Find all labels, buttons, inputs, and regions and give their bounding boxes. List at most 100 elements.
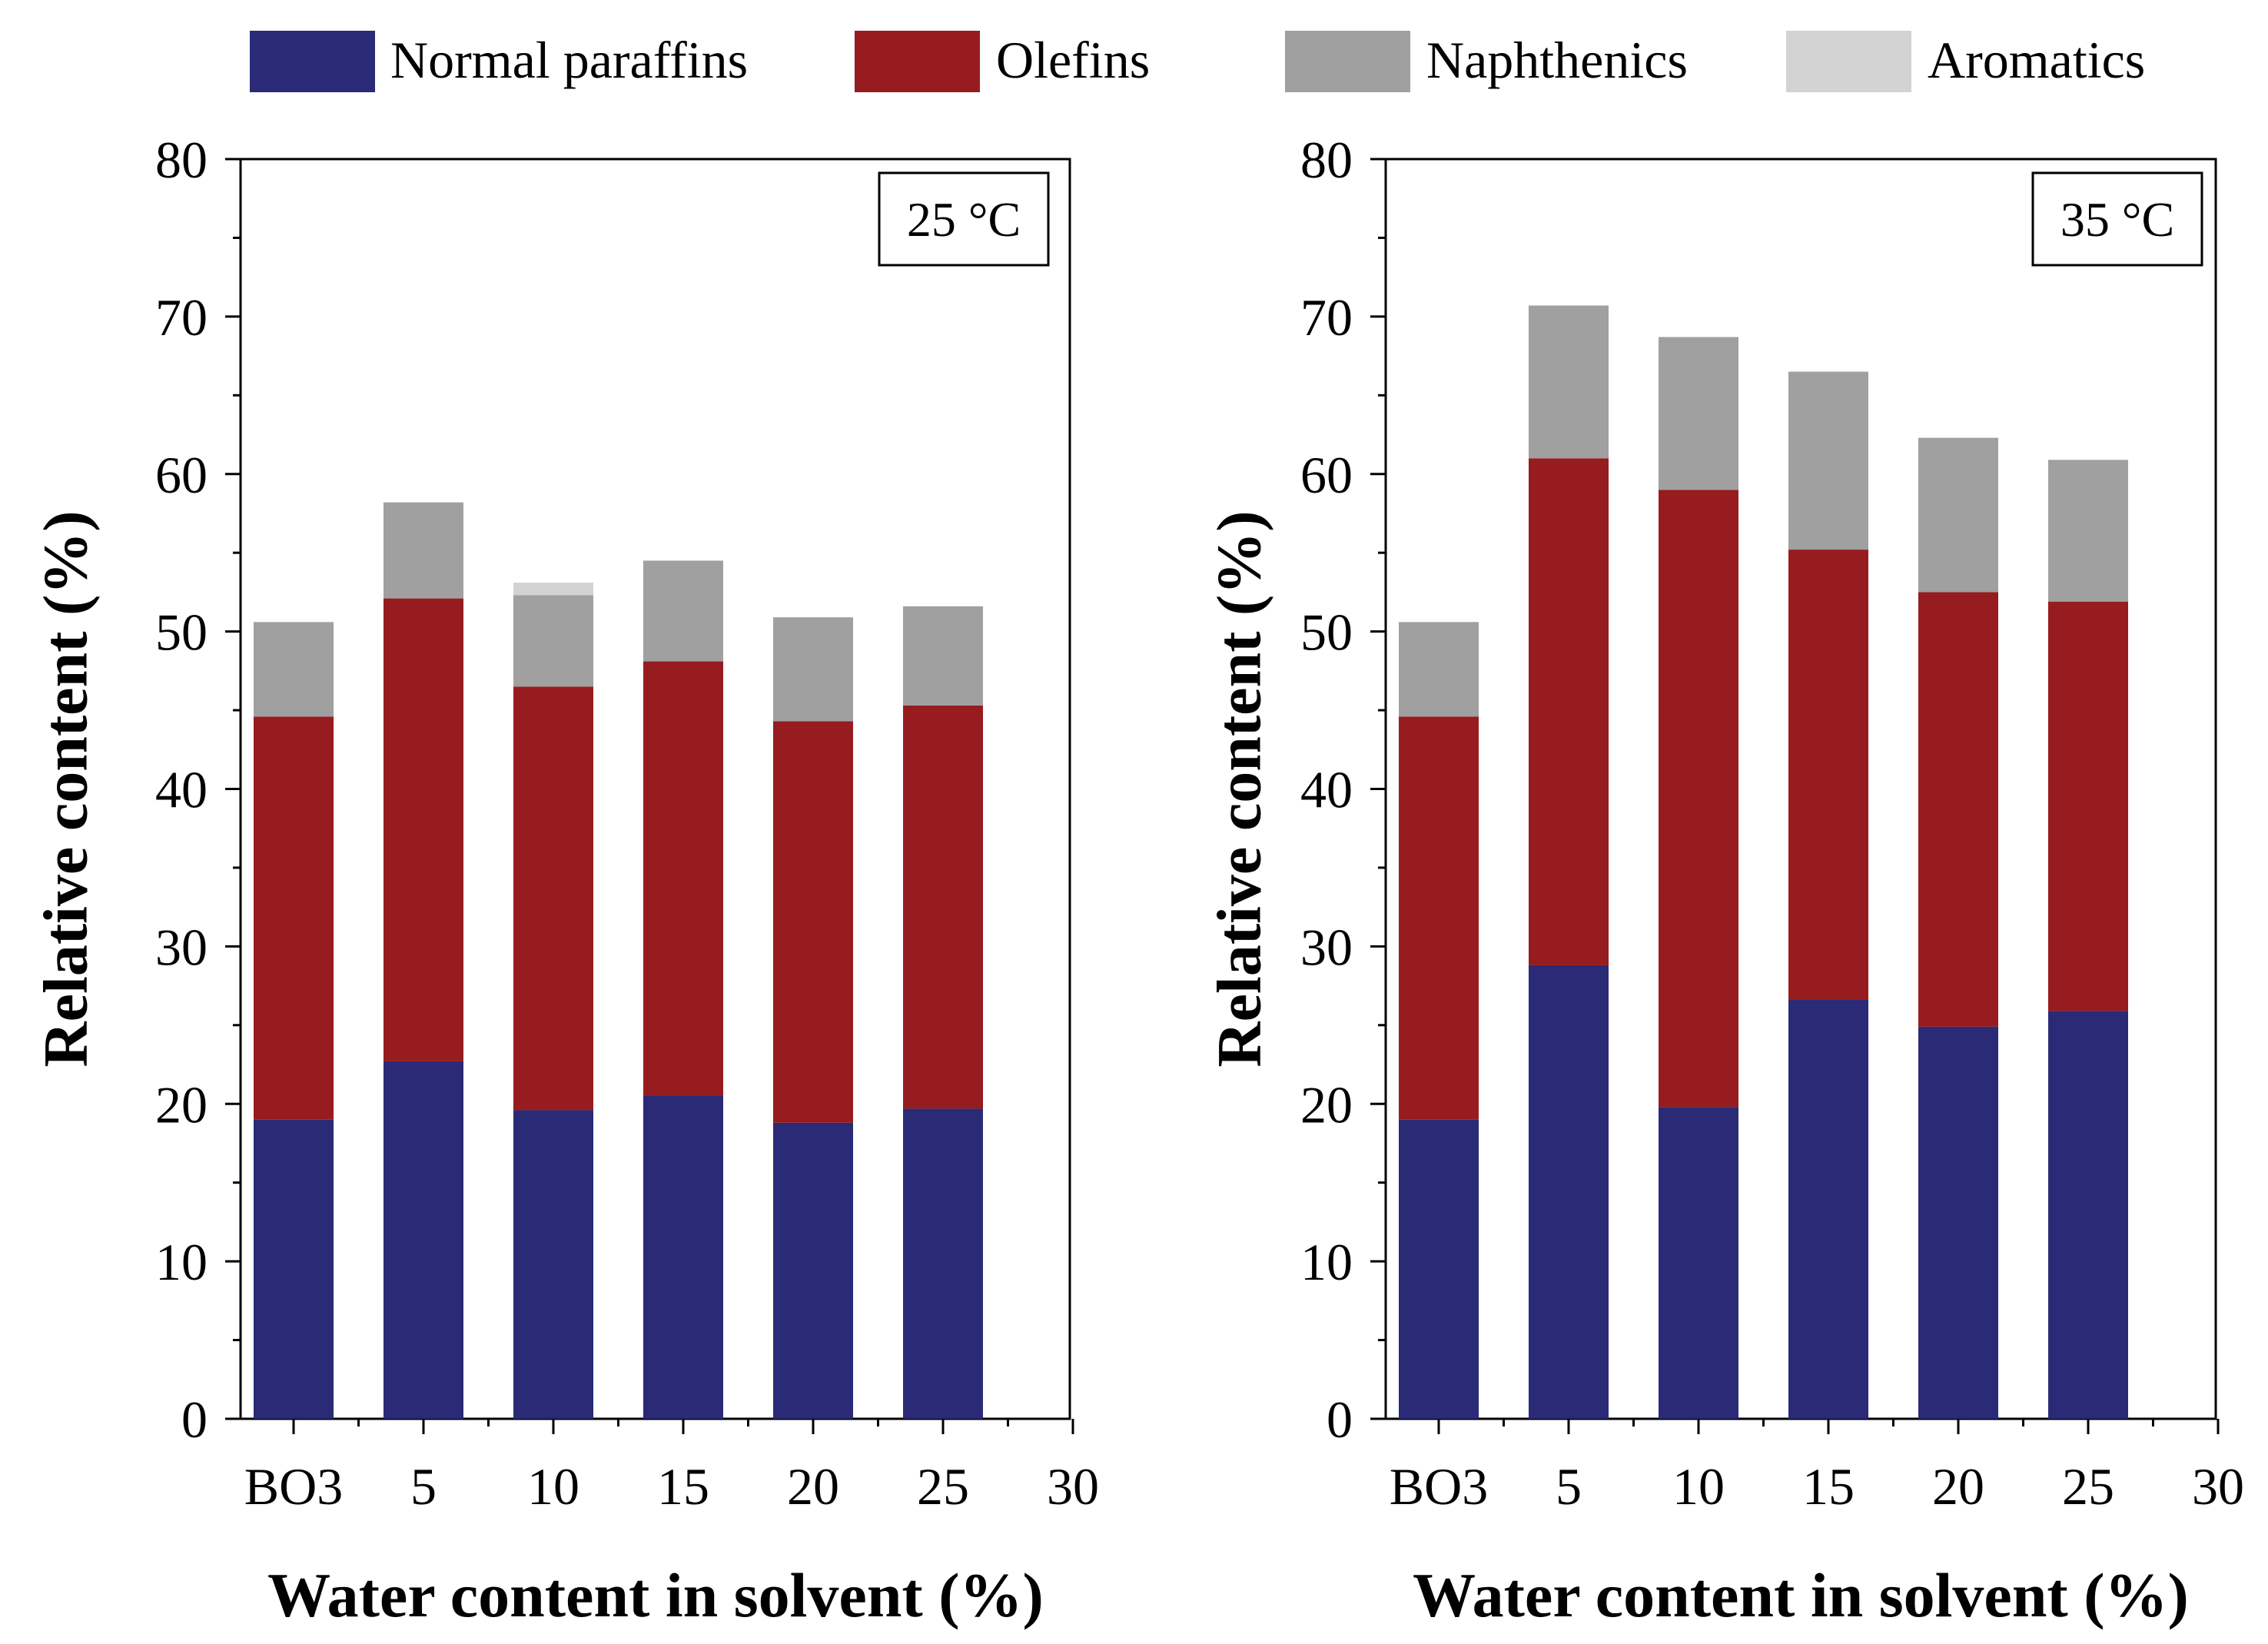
- bar-olefins-bo3: [254, 716, 334, 1120]
- x-tick-label: 10: [1672, 1457, 1725, 1516]
- bar-olefins-15: [643, 661, 723, 1097]
- bar-stack-10: [513, 583, 593, 1419]
- bar-normal-paraffins-5: [1529, 965, 1609, 1419]
- bar-naphthenics-5: [384, 502, 463, 599]
- bar-naphthenics-bo3: [1399, 622, 1479, 717]
- y-tick-label: 10: [155, 1233, 208, 1291]
- y-tick-label: 80: [1300, 131, 1353, 189]
- bar-naphthenics-20: [1918, 437, 1998, 593]
- bar-olefins-20: [1918, 592, 1998, 1027]
- x-tick-label: 15: [657, 1457, 709, 1516]
- x-tick-label: BO3: [1390, 1457, 1488, 1516]
- temperature-label-box: 35 °C: [2031, 171, 2203, 267]
- bar-olefins-10: [513, 686, 593, 1111]
- y-tick-label: 60: [1300, 446, 1353, 504]
- bar-naphthenics-10: [513, 595, 593, 687]
- legend-swatch-aromatics: [1786, 31, 1911, 92]
- y-tick-label: 0: [181, 1390, 208, 1449]
- legend-swatch-olefins: [855, 31, 980, 92]
- bar-stack-25: [903, 606, 983, 1419]
- legend-item-olefins: Olefins: [855, 31, 1150, 92]
- temperature-label-frame: [878, 171, 1050, 267]
- x-tick-label: 20: [787, 1457, 839, 1516]
- y-tick-label: 10: [1300, 1233, 1353, 1291]
- y-tick-label: 50: [1300, 603, 1353, 662]
- bar-stack-bo3: [1399, 622, 1479, 1419]
- bar-stack-20: [773, 617, 853, 1419]
- y-axis-title: Relative content (%): [31, 510, 101, 1067]
- bar-olefins-25: [903, 705, 983, 1109]
- y-tick-label: 70: [155, 288, 208, 347]
- legend: Normal paraffins Olefins Naphthenics Aromat…: [250, 31, 2145, 92]
- bar-normal-paraffins-15: [1788, 1000, 1868, 1419]
- bar-normal-paraffins-10: [513, 1110, 593, 1419]
- bar-normal-paraffins-10: [1659, 1107, 1738, 1419]
- y-tick-label: 50: [155, 603, 208, 662]
- y-tick-label: 20: [155, 1075, 208, 1134]
- bar-olefins-10: [1659, 490, 1738, 1108]
- bar-naphthenics-25: [2048, 460, 2128, 602]
- bar-naphthenics-15: [1788, 371, 1868, 550]
- x-tick-label: BO3: [244, 1457, 343, 1516]
- bar-naphthenics-20: [773, 617, 853, 722]
- x-tick-label: 15: [1802, 1457, 1855, 1516]
- x-tick-label: 20: [1932, 1457, 1984, 1516]
- x-tick-label: 5: [1556, 1457, 1582, 1516]
- bar-normal-paraffins-25: [903, 1108, 983, 1419]
- x-axis-title: Water content in solvent (%): [267, 1560, 1044, 1630]
- bar-stack-5: [384, 502, 463, 1419]
- bar-stack-5: [1529, 305, 1609, 1419]
- y-axis-title: Relative content (%): [1204, 510, 1274, 1067]
- y-tick-label: 20: [1300, 1075, 1353, 1134]
- x-axis-title: Water content in solvent (%): [1413, 1560, 2189, 1630]
- legend-item-aromatics: Aromatics: [1786, 31, 2145, 92]
- x-tick-label: 5: [410, 1457, 437, 1516]
- legend-label-naphthenics: Naphthenics: [1426, 31, 1688, 89]
- y-tick-label: 60: [155, 446, 208, 504]
- y-tick-label: 30: [155, 918, 208, 976]
- bar-normal-paraffins-20: [1918, 1026, 1998, 1419]
- bar-olefins-25: [2048, 601, 2128, 1011]
- x-tick-label: 25: [917, 1457, 969, 1516]
- x-tick-label: 30: [1047, 1457, 1099, 1516]
- bar-aromatics-10: [513, 583, 593, 596]
- y-tick-label: 40: [1300, 761, 1353, 819]
- legend-swatch-naphthenics: [1285, 31, 1410, 92]
- y-tick-label: 30: [1300, 918, 1353, 976]
- legend-item-naphthenics: Naphthenics: [1285, 31, 1688, 92]
- bar-normal-paraffins-25: [2048, 1011, 2128, 1419]
- bar-naphthenics-5: [1529, 305, 1609, 459]
- bar-naphthenics-25: [903, 606, 983, 706]
- bar-naphthenics-10: [1659, 337, 1738, 490]
- bar-normal-paraffins-15: [643, 1096, 723, 1419]
- legend-label-olefins: Olefins: [996, 31, 1150, 89]
- bar-stack-20: [1918, 437, 1998, 1419]
- temperature-label-box: 25 °C: [878, 171, 1050, 267]
- x-tick-label: 25: [2062, 1457, 2114, 1516]
- bar-naphthenics-15: [643, 560, 723, 662]
- x-tick-label: 10: [527, 1457, 579, 1516]
- bar-olefins-bo3: [1399, 716, 1479, 1120]
- temperature-label: 35 °C: [2060, 192, 2174, 247]
- bar-olefins-15: [1788, 550, 1868, 1001]
- bar-stack-bo3: [254, 622, 334, 1419]
- bar-normal-paraffins-20: [773, 1122, 853, 1419]
- bar-stack-25: [2048, 460, 2128, 1419]
- legend-label-aromatics: Aromatics: [1928, 31, 2145, 89]
- y-tick-label: 40: [155, 761, 208, 819]
- legend-item-normal-paraffins: Normal paraffins: [250, 31, 748, 92]
- legend-label-normal-paraffins: Normal paraffins: [390, 31, 748, 89]
- y-tick-label: 0: [1327, 1390, 1353, 1449]
- x-tick-label: 30: [2192, 1457, 2244, 1516]
- bar-olefins-20: [773, 721, 853, 1123]
- bar-normal-paraffins-bo3: [1399, 1119, 1479, 1419]
- bar-olefins-5: [384, 598, 463, 1061]
- legend-swatch-normal-paraffins: [250, 31, 375, 92]
- bar-naphthenics-bo3: [254, 622, 334, 717]
- y-tick-label: 70: [1300, 288, 1353, 347]
- bar-olefins-5: [1529, 458, 1609, 965]
- bar-normal-paraffins-bo3: [254, 1119, 334, 1419]
